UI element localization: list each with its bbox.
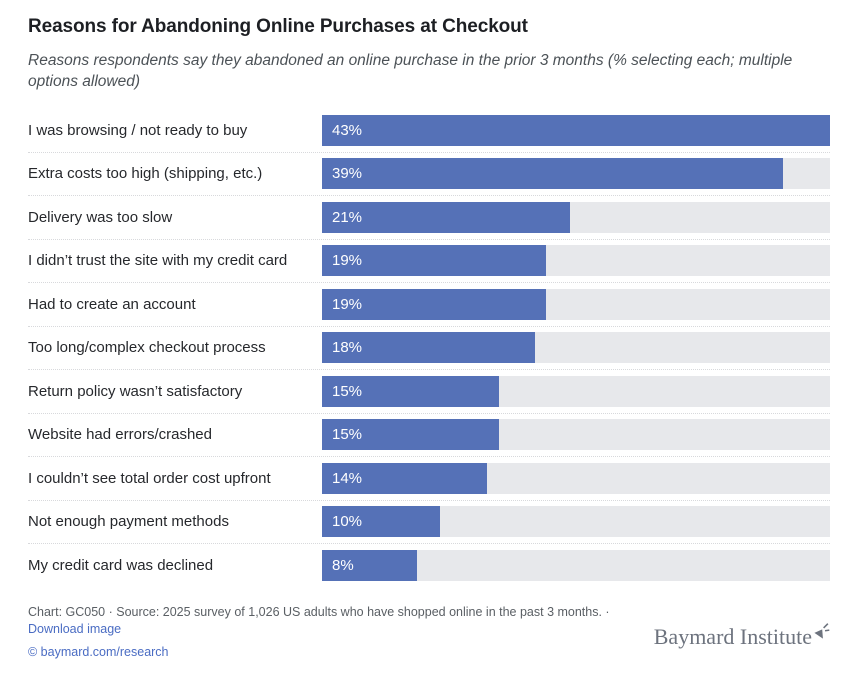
bar: 21%: [322, 201, 571, 233]
value-label: 10%: [332, 513, 363, 531]
category-label: I couldn’t see total order cost upfront: [28, 469, 271, 487]
value-label: 39%: [332, 165, 363, 183]
bar: 10%: [322, 506, 441, 538]
source-line: Chart: GC050 · Source: 2025 survey of 1,…: [28, 604, 830, 621]
category-label: Not enough payment methods: [28, 513, 229, 531]
value-label: 43%: [332, 121, 363, 139]
chart-subtitle: Reasons respondents say they abandoned a…: [28, 52, 793, 90]
logo-text: Baymard Institute: [653, 623, 812, 649]
bar-track: 21%: [322, 201, 830, 233]
value-label: 15%: [332, 426, 363, 444]
category-label: My credit card was declined: [28, 557, 214, 575]
bar: 18%: [322, 332, 535, 364]
value-label: 14%: [332, 469, 363, 487]
bar: 43%: [322, 114, 830, 146]
bar-track: 43%: [322, 114, 830, 146]
chart-footer: Chart: GC050 · Source: 2025 survey of 1,…: [28, 604, 830, 661]
category-label: Had to create an account: [28, 295, 196, 313]
bar: 8%: [322, 550, 417, 582]
bar-chart: I was browsing / not ready to buy 43% Extr…: [28, 109, 830, 588]
chart-row: My credit card was declined 8%: [28, 544, 830, 588]
chart-row: I didn’t trust the site with my credit c…: [28, 240, 830, 283]
bar: 15%: [322, 419, 500, 451]
category-label: Extra costs too high (shipping, etc.): [28, 165, 263, 183]
baymard-logo: Baymard Institute: [653, 622, 830, 649]
bar-track: 14%: [322, 462, 830, 494]
category-label: I didn’t trust the site with my credit c…: [28, 252, 288, 270]
bar-track: 19%: [322, 245, 830, 277]
value-label: 19%: [332, 252, 363, 270]
value-label: 19%: [332, 295, 363, 313]
chart-row: I couldn’t see total order cost upfront 1…: [28, 457, 830, 501]
bar-track: 15%: [322, 419, 830, 451]
value-label: 18%: [332, 339, 363, 357]
bar-track: 10%: [322, 506, 830, 538]
bar: 14%: [322, 462, 488, 494]
category-label: I was browsing / not ready to buy: [28, 121, 248, 139]
value-label: 21%: [332, 208, 363, 226]
category-label: Too long/complex checkout process: [28, 339, 266, 357]
source-text: Chart: GC050 · Source: 2025 survey of 1,…: [28, 604, 610, 619]
bar-rows: I was browsing / not ready to buy 43% Extr…: [28, 109, 830, 588]
chart-row: Too long/complex checkout process 18%: [28, 327, 830, 370]
chart-row: Delivery was too slow 21%: [28, 196, 830, 240]
cursor-click-icon: [813, 622, 830, 641]
chart-row: I was browsing / not ready to buy 43%: [28, 109, 830, 153]
bar-track: 8%: [322, 550, 830, 582]
chart-row: Not enough payment methods 10%: [28, 501, 830, 544]
bar-track: 15%: [322, 375, 830, 407]
bar-track: 39%: [322, 158, 830, 190]
bar: 15%: [322, 375, 500, 407]
chart-row: Website had errors/crashed 15%: [28, 414, 830, 457]
category-label: Website had errors/crashed: [28, 426, 212, 444]
bar-track: 19%: [322, 288, 830, 320]
page-title: Reasons for Abandoning Online Purchases …: [28, 16, 528, 37]
copyright-link[interactable]: © baymard.com/research: [28, 644, 169, 659]
value-label: 8%: [332, 557, 354, 575]
category-label: Return policy wasn’t satisfactory: [28, 382, 243, 400]
chart-row: Extra costs too high (shipping, etc.) 39%: [28, 153, 830, 196]
value-label: 15%: [332, 382, 363, 400]
bar: 19%: [322, 288, 547, 320]
bar: 19%: [322, 245, 547, 277]
category-label: Delivery was too slow: [28, 208, 173, 226]
bar: 39%: [322, 158, 783, 190]
bar-track: 18%: [322, 332, 830, 364]
chart-row: Had to create an account 19%: [28, 283, 830, 327]
download-image-link[interactable]: Download image: [28, 621, 122, 636]
chart-row: Return policy wasn’t satisfactory 15%: [28, 370, 830, 414]
